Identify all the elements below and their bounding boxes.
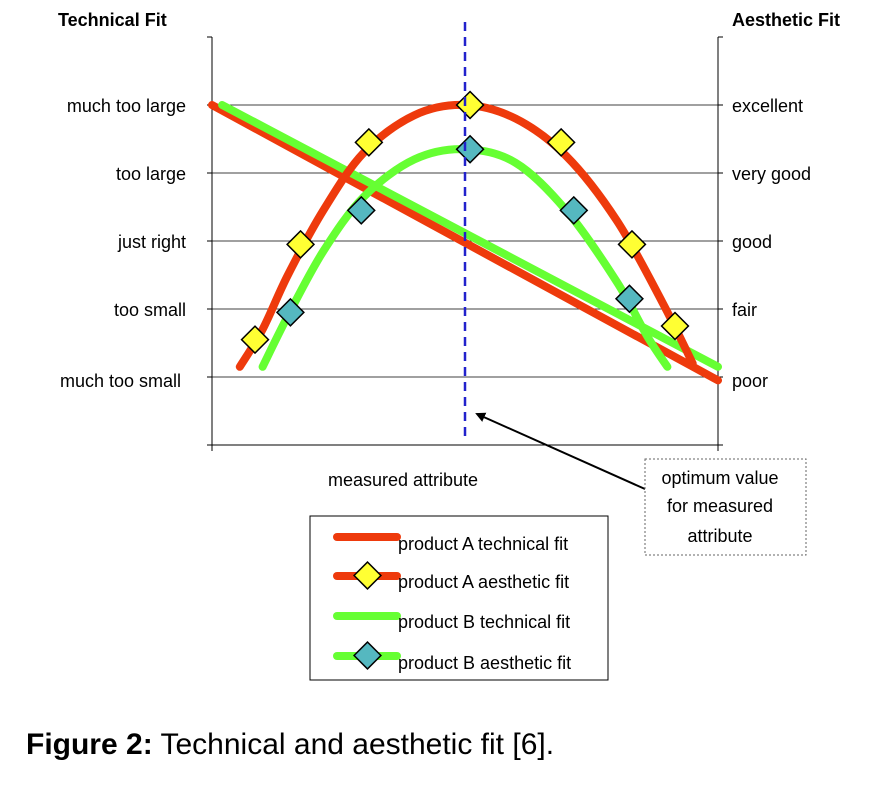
product-b-aesthetic-marker bbox=[614, 284, 644, 314]
product-a-aesthetic-marker bbox=[455, 90, 485, 120]
annotation-arrow bbox=[475, 412, 646, 490]
product-a-aesthetic-marker bbox=[660, 311, 690, 341]
legend-marker-b-aesthetic bbox=[353, 641, 382, 670]
annotation-line-2: for measured bbox=[667, 496, 773, 516]
product-a-aesthetic-marker bbox=[546, 127, 576, 157]
right-tick-label: poor bbox=[732, 371, 768, 391]
product-b-aesthetic-marker bbox=[455, 134, 485, 164]
legend-label-a-technical: product A technical fit bbox=[398, 534, 568, 554]
legend-label-a-aesthetic: product A aesthetic fit bbox=[398, 572, 569, 592]
product-a-aesthetic-marker bbox=[354, 127, 384, 157]
left-tick-label: much too small bbox=[60, 371, 181, 391]
annotation-box bbox=[644, 458, 807, 556]
product-b-aesthetic-marker bbox=[275, 297, 305, 327]
left-axis-title: Technical Fit bbox=[58, 10, 167, 30]
left-tick-label: just right bbox=[117, 232, 186, 252]
annotation-line-3: attribute bbox=[687, 526, 752, 546]
product-b-aesthetic-marker bbox=[559, 195, 589, 225]
x-axis-label: measured attribute bbox=[328, 470, 478, 490]
series-a-technical-line bbox=[208, 101, 722, 385]
right-tick-label: fair bbox=[732, 300, 757, 320]
series-b-technical-line bbox=[218, 101, 722, 371]
legend-label-b-technical: product B technical fit bbox=[398, 612, 570, 632]
figure-caption-label: Figure 2: bbox=[26, 728, 153, 761]
tick-labels: much too small too small just right too lar… bbox=[60, 96, 811, 391]
legend-label-b-aesthetic: product B aesthetic fit bbox=[398, 653, 571, 673]
annotation-line-1: optimum value bbox=[661, 468, 778, 488]
right-tick-label: excellent bbox=[732, 96, 803, 116]
right-axis-title: Aesthetic Fit bbox=[732, 10, 840, 30]
figure-caption: Figure 2: Technical and aesthetic fit [6… bbox=[26, 728, 554, 762]
product-a-aesthetic-marker bbox=[286, 229, 316, 259]
right-tick-label: good bbox=[732, 232, 772, 252]
figure-caption-text: Technical and aesthetic fit [6]. bbox=[160, 728, 555, 761]
right-tick-label: very good bbox=[732, 164, 811, 184]
legend: product A technical fit product A aesthe… bbox=[309, 515, 609, 681]
left-tick-label: too large bbox=[116, 164, 186, 184]
legend-marker-a-aesthetic bbox=[353, 561, 382, 590]
product-a-aesthetic-marker bbox=[617, 229, 647, 259]
left-tick-label: too small bbox=[114, 300, 186, 320]
left-tick-label: much too large bbox=[67, 96, 186, 116]
product-b-aesthetic-marker bbox=[346, 195, 376, 225]
series-b-aesthetic-curve bbox=[258, 145, 672, 371]
product-a-aesthetic-marker bbox=[240, 325, 270, 355]
markers-layer bbox=[240, 90, 690, 355]
